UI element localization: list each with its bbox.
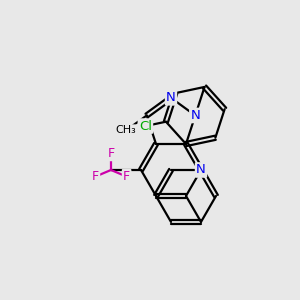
Text: N: N <box>196 164 206 176</box>
Text: F: F <box>123 170 130 183</box>
Text: Cl: Cl <box>139 120 152 133</box>
Text: F: F <box>92 170 99 183</box>
Text: N: N <box>166 91 176 104</box>
Text: CH₃: CH₃ <box>116 125 136 136</box>
Text: F: F <box>107 147 115 160</box>
Text: N: N <box>190 109 200 122</box>
